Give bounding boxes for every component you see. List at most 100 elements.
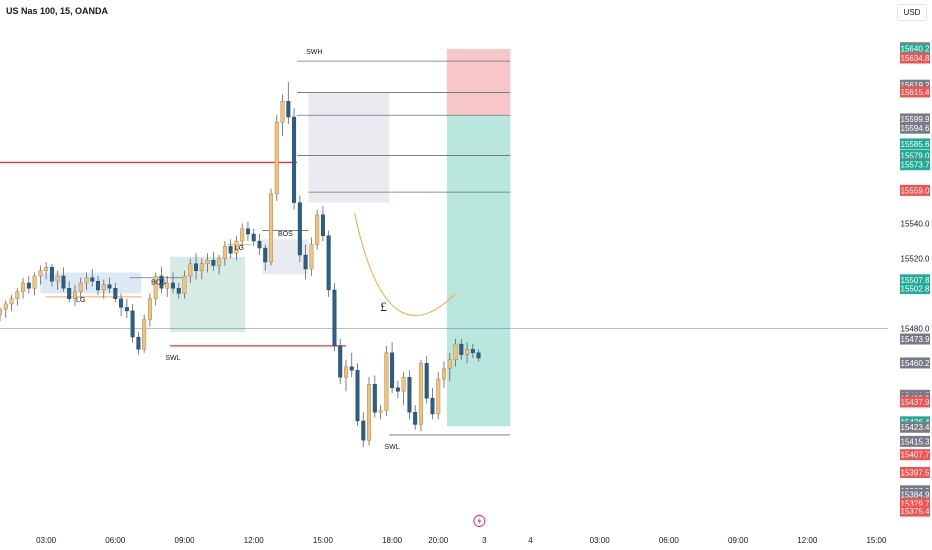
candle[interactable] [21, 282, 26, 292]
currency-selector[interactable]: USD [897, 4, 927, 21]
candle[interactable] [453, 343, 458, 361]
candle[interactable] [257, 240, 262, 249]
candle[interactable] [101, 284, 106, 291]
candle[interactable] [147, 298, 152, 320]
candle[interactable] [378, 410, 383, 413]
candle[interactable] [251, 233, 256, 242]
candle[interactable] [0, 308, 2, 315]
candle[interactable] [15, 291, 20, 299]
candle[interactable] [459, 343, 464, 355]
candle[interactable] [274, 122, 279, 195]
candle[interactable] [84, 277, 89, 284]
candle[interactable] [280, 101, 285, 123]
candle[interactable] [165, 282, 170, 289]
candle[interactable] [476, 352, 481, 359]
candle[interactable] [355, 370, 360, 422]
candle[interactable] [49, 267, 54, 282]
candle[interactable] [182, 275, 187, 294]
candle[interactable] [234, 240, 239, 254]
candle[interactable] [372, 384, 377, 413]
candle[interactable] [90, 277, 95, 282]
candle[interactable] [26, 282, 31, 289]
candle[interactable] [332, 289, 337, 347]
price-label: 15599.9 [901, 115, 930, 124]
candle[interactable] [430, 398, 435, 415]
candle[interactable] [130, 310, 135, 338]
candle[interactable] [170, 282, 175, 289]
candle[interactable] [315, 214, 320, 245]
time-label: 4 [528, 536, 533, 545]
candle[interactable] [205, 260, 210, 264]
candle[interactable] [44, 267, 49, 271]
zone-box [308, 92, 390, 156]
candle[interactable] [3, 303, 8, 310]
candle[interactable] [424, 363, 429, 399]
candle[interactable] [32, 275, 37, 289]
candle[interactable] [124, 307, 129, 312]
candle[interactable] [269, 193, 274, 263]
candle[interactable] [436, 378, 441, 415]
price-tag [900, 283, 930, 295]
candle[interactable] [418, 363, 423, 425]
candle[interactable] [447, 359, 452, 369]
candle[interactable] [228, 246, 233, 254]
candle[interactable] [320, 214, 325, 236]
candle[interactable] [159, 275, 164, 289]
candle[interactable] [470, 349, 475, 354]
candle[interactable] [38, 270, 43, 277]
candle[interactable] [78, 282, 83, 292]
candle[interactable] [245, 228, 250, 235]
candle[interactable] [55, 275, 60, 282]
time-label: 06:00 [659, 536, 680, 545]
candle[interactable] [407, 377, 412, 413]
candle[interactable] [326, 235, 331, 291]
candle[interactable] [395, 387, 400, 392]
candle[interactable] [9, 298, 14, 305]
candle[interactable] [292, 116, 297, 203]
candle[interactable] [194, 263, 199, 271]
candle[interactable] [303, 254, 308, 270]
candle[interactable] [142, 319, 147, 350]
candle[interactable] [309, 244, 314, 270]
candle[interactable] [297, 202, 302, 256]
candle[interactable] [119, 298, 124, 308]
candle[interactable] [113, 288, 118, 299]
candle[interactable] [349, 366, 354, 371]
candle[interactable] [286, 101, 291, 118]
candle[interactable] [343, 366, 348, 378]
time-label: 15:00 [866, 536, 887, 545]
candle[interactable] [384, 352, 389, 411]
candle[interactable] [107, 284, 112, 289]
annotation-label: SWL [165, 355, 180, 362]
candle[interactable] [465, 349, 470, 355]
candle[interactable] [240, 228, 245, 242]
price-label: 15375.4 [901, 507, 930, 516]
candle[interactable] [361, 420, 366, 441]
time-label: 09:00 [728, 536, 749, 545]
candle[interactable] [72, 291, 77, 299]
candle[interactable] [222, 246, 227, 259]
candle[interactable] [188, 263, 193, 277]
candle[interactable] [390, 352, 395, 388]
time-label: 06:00 [105, 536, 126, 545]
price-label: 15460.2 [901, 359, 930, 368]
candle[interactable] [263, 247, 268, 263]
candle[interactable] [136, 336, 141, 350]
price-label: 15423.4 [901, 423, 930, 432]
candle[interactable] [413, 412, 418, 425]
candle[interactable] [61, 275, 66, 289]
candle[interactable] [211, 260, 216, 266]
candle[interactable] [199, 263, 204, 271]
candle[interactable] [338, 345, 343, 378]
curve-label: £ [380, 299, 387, 314]
candle[interactable] [176, 288, 181, 294]
candle[interactable] [367, 384, 372, 441]
candle[interactable] [96, 281, 101, 291]
candle[interactable] [217, 258, 222, 266]
candle[interactable] [442, 368, 446, 380]
candle[interactable] [401, 377, 406, 392]
time-label: 20:00 [428, 536, 449, 545]
candle[interactable] [67, 288, 72, 299]
candle[interactable] [153, 275, 158, 299]
